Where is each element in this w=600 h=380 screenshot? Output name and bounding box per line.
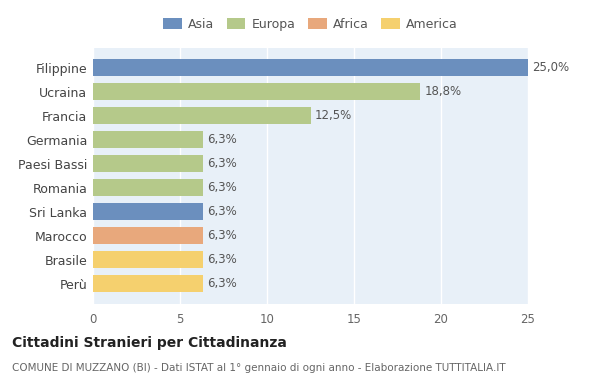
Text: 18,8%: 18,8% [424,85,461,98]
Text: 25,0%: 25,0% [532,61,569,74]
Bar [93,275,203,292]
Text: Cittadini Stranieri per Cittadinanza: Cittadini Stranieri per Cittadinanza [12,336,287,350]
Text: 6,3%: 6,3% [207,205,237,218]
Text: 12,5%: 12,5% [315,109,352,122]
Text: COMUNE DI MUZZANO (BI) - Dati ISTAT al 1° gennaio di ogni anno - Elaborazione TU: COMUNE DI MUZZANO (BI) - Dati ISTAT al 1… [12,363,506,373]
Bar [93,203,203,220]
Text: 6,3%: 6,3% [207,157,237,170]
Bar [93,131,203,149]
Bar [93,179,203,196]
Text: 6,3%: 6,3% [207,229,237,242]
Bar [93,83,420,100]
Legend: Asia, Europa, Africa, America: Asia, Europa, Africa, America [160,15,461,33]
Text: 6,3%: 6,3% [207,277,237,290]
Bar [93,227,203,244]
Text: 6,3%: 6,3% [207,181,237,194]
Bar [93,107,311,124]
Text: 6,3%: 6,3% [207,133,237,146]
Bar [93,155,203,173]
Bar [93,59,528,76]
Text: 6,3%: 6,3% [207,253,237,266]
Bar [93,251,203,268]
